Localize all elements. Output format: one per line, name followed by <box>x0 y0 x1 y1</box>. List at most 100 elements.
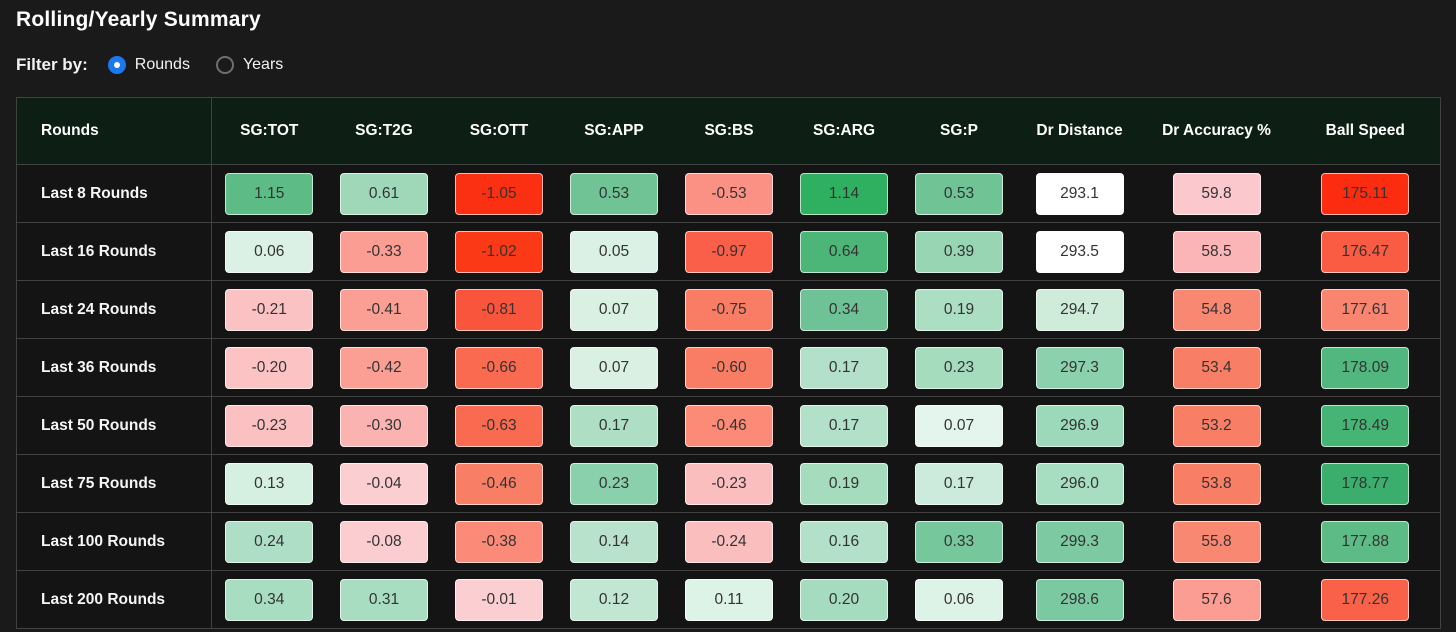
table-cell: 0.06 <box>211 222 327 281</box>
table-row: Last 16 Rounds 0.06 -0.33 -1.02 0.05 -0.97 0.6… <box>16 222 1441 281</box>
row-label: Last 16 Rounds <box>16 222 212 281</box>
value-badge: 0.19 <box>915 288 1003 331</box>
table-cell: -0.24 <box>671 512 787 571</box>
table-cell: -0.04 <box>326 454 442 513</box>
table-cell: 0.13 <box>211 454 327 513</box>
table-cell: 1.15 <box>211 164 327 223</box>
value-badge: 0.19 <box>800 462 888 505</box>
value-badge: 0.64 <box>800 230 888 273</box>
table-cell: 0.34 <box>211 570 327 629</box>
table-cell: -0.30 <box>326 396 442 455</box>
value-badge: -0.04 <box>340 462 428 505</box>
value-badge: 178.09 <box>1321 346 1410 389</box>
column-header-sg-t2g: SG:T2G <box>326 97 442 165</box>
table-cell: -0.97 <box>671 222 787 281</box>
value-badge: -1.05 <box>455 172 543 215</box>
value-badge: -0.23 <box>225 404 314 447</box>
value-badge: -0.20 <box>225 346 314 389</box>
value-badge: 0.53 <box>570 172 658 215</box>
radio-label-rounds: Rounds <box>134 56 190 73</box>
value-badge: -0.08 <box>340 520 428 563</box>
row-label: Last 36 Rounds <box>16 338 212 397</box>
value-badge: -0.33 <box>340 230 428 273</box>
value-badge: -0.60 <box>685 346 773 389</box>
table-cell: 0.19 <box>786 454 902 513</box>
table-cell: 0.20 <box>786 570 902 629</box>
value-badge: 0.07 <box>915 404 1003 447</box>
value-badge: -1.02 <box>455 230 543 273</box>
radio-selected-icon[interactable] <box>107 56 126 74</box>
table-cell: -0.21 <box>211 280 327 339</box>
table-cell: 178.77 <box>1290 454 1441 513</box>
value-badge: 0.06 <box>915 578 1003 621</box>
value-badge: 296.9 <box>1035 404 1124 447</box>
table-cell: 0.11 <box>671 570 787 629</box>
value-badge: 55.8 <box>1172 520 1261 563</box>
value-badge: 0.06 <box>225 230 314 273</box>
value-badge: 294.7 <box>1035 288 1124 331</box>
row-label: Last 8 Rounds <box>16 164 212 223</box>
radio-label-years: Years <box>242 56 284 73</box>
row-label: Last 50 Rounds <box>16 396 212 455</box>
value-badge: 58.5 <box>1172 230 1261 273</box>
value-badge: -0.63 <box>455 404 543 447</box>
value-badge: -0.23 <box>685 462 773 505</box>
table-cell: 57.6 <box>1142 570 1291 629</box>
value-badge: 53.2 <box>1172 404 1261 447</box>
table-cell: 176.47 <box>1290 222 1441 281</box>
radio-option-years[interactable]: Years <box>215 56 284 74</box>
table-cell: 0.24 <box>211 512 327 571</box>
page-title: Rolling/Yearly Summary <box>16 8 261 31</box>
table-cell: 296.0 <box>1016 454 1143 513</box>
filter-bar: Filter by: Rounds Years <box>16 55 1456 75</box>
table-cell: -0.08 <box>326 512 442 571</box>
table-cell: 177.26 <box>1290 570 1441 629</box>
table-cell: 294.7 <box>1016 280 1143 339</box>
row-label: Last 100 Rounds <box>16 512 212 571</box>
table-cell: 175.11 <box>1290 164 1441 223</box>
value-badge: -0.21 <box>225 288 314 331</box>
radio-option-rounds[interactable]: Rounds <box>107 56 190 74</box>
table-cell: 0.07 <box>556 280 672 339</box>
value-badge: 299.3 <box>1035 520 1124 563</box>
table-cell: 1.14 <box>786 164 902 223</box>
value-badge: 0.14 <box>570 520 658 563</box>
table-row: Last 100 Rounds 0.24 -0.08 -0.38 0.14 -0.24 0.… <box>16 512 1441 571</box>
value-badge: -0.30 <box>340 404 428 447</box>
value-badge: 1.14 <box>800 172 888 215</box>
value-badge: -0.24 <box>685 520 773 563</box>
rolling-summary-table: Rounds SG:TOT SG:T2G SG:OTT SG:APP SG:BS… <box>16 97 1441 629</box>
value-badge: 177.61 <box>1321 288 1410 331</box>
value-badge: 175.11 <box>1321 172 1410 215</box>
table-cell: 177.88 <box>1290 512 1441 571</box>
value-badge: 1.15 <box>225 172 314 215</box>
table-cell: 53.4 <box>1142 338 1291 397</box>
column-header-sg-p: SG:P <box>901 97 1017 165</box>
table-cell: 0.34 <box>786 280 902 339</box>
table-cell: -0.23 <box>211 396 327 455</box>
table-cell: -0.75 <box>671 280 787 339</box>
table-cell: -0.81 <box>441 280 557 339</box>
table-row: Last 36 Rounds -0.20 -0.42 -0.66 0.07 -0.60 0.… <box>16 338 1441 397</box>
table-row: Last 200 Rounds 0.34 0.31 -0.01 0.12 0.11 0.20… <box>16 570 1441 629</box>
value-badge: 53.8 <box>1172 462 1261 505</box>
row-label: Last 75 Rounds <box>16 454 212 513</box>
column-header-sg-arg: SG:ARG <box>786 97 902 165</box>
value-badge: 0.33 <box>915 520 1003 563</box>
value-badge: 293.5 <box>1035 230 1124 273</box>
table-cell: 0.39 <box>901 222 1017 281</box>
value-badge: 0.17 <box>800 346 888 389</box>
radio-unselected-icon[interactable] <box>215 56 234 74</box>
table-cell: -0.33 <box>326 222 442 281</box>
value-badge: -0.97 <box>685 230 773 273</box>
table-cell: 177.61 <box>1290 280 1441 339</box>
value-badge: -0.66 <box>455 346 543 389</box>
value-badge: 0.61 <box>340 172 428 215</box>
value-badge: -0.38 <box>455 520 543 563</box>
table-cell: 0.33 <box>901 512 1017 571</box>
table-cell: -0.01 <box>441 570 557 629</box>
table-cell: -1.05 <box>441 164 557 223</box>
value-badge: 0.23 <box>570 462 658 505</box>
row-label: Last 24 Rounds <box>16 280 212 339</box>
table-cell: 0.61 <box>326 164 442 223</box>
